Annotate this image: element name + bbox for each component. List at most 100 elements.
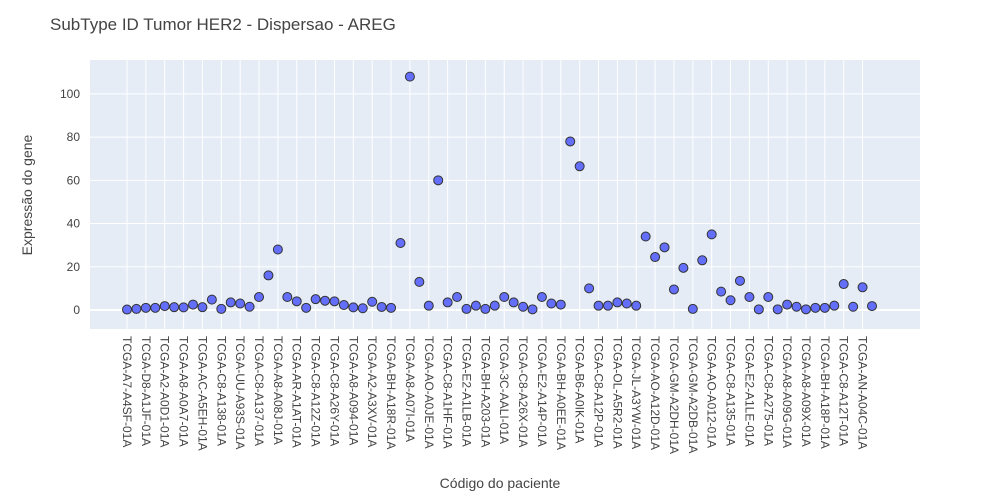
point bbox=[470, 300, 481, 311]
x-tick-label: TCGA-UU-A93S-01A bbox=[233, 336, 247, 449]
x-tick-label: TCGA-D8-A1JF-01A bbox=[139, 336, 153, 446]
point bbox=[668, 284, 679, 295]
y-tick-label: 100 bbox=[60, 87, 80, 101]
x-tick-label: TCGA-E2-A14P-01A bbox=[535, 336, 549, 447]
point bbox=[254, 292, 265, 303]
point bbox=[395, 238, 406, 249]
x-tick-label: TCGA-C8-A12T-01A bbox=[837, 336, 851, 446]
point bbox=[480, 303, 491, 314]
x-tick-label: TCGA-BH-A18R-01A bbox=[384, 336, 398, 449]
point bbox=[518, 301, 529, 312]
x-tick-label: TCGA-AC-A5EH-01A bbox=[195, 336, 209, 451]
x-tick-label: TCGA-C8-A12P-01A bbox=[592, 336, 606, 447]
x-tick-label: TCGA-AR-A1AT-01A bbox=[290, 336, 304, 448]
point bbox=[584, 283, 595, 294]
point bbox=[282, 292, 293, 303]
point bbox=[386, 302, 397, 313]
x-tick-label: TCGA-AO-A012-01A bbox=[705, 336, 719, 448]
point bbox=[734, 275, 745, 286]
point bbox=[678, 262, 689, 273]
point bbox=[310, 294, 321, 305]
point bbox=[499, 292, 510, 303]
point bbox=[508, 297, 519, 308]
point bbox=[225, 297, 236, 308]
point bbox=[631, 300, 642, 311]
point bbox=[150, 302, 161, 313]
point bbox=[338, 300, 349, 311]
x-tick-label: TCGA-GM-A2DB-01A bbox=[686, 336, 700, 453]
x-tick-label: TCGA-BH-A0EE-01A bbox=[554, 336, 568, 450]
x-tick-label: TCGA-BH-A18P-01A bbox=[818, 336, 832, 449]
point bbox=[376, 301, 387, 312]
point bbox=[819, 302, 830, 313]
point bbox=[433, 175, 444, 186]
point bbox=[301, 302, 312, 313]
point bbox=[706, 229, 717, 240]
point bbox=[593, 300, 604, 311]
x-tick-label: TCGA-A8-A0A7-01A bbox=[177, 336, 191, 447]
point bbox=[753, 304, 764, 315]
point bbox=[612, 297, 623, 308]
point bbox=[320, 295, 331, 306]
x-tick-label: TCGA-BH-A203-01A bbox=[478, 336, 492, 447]
x-tick-label: TCGA-A8-A094-01A bbox=[346, 336, 360, 445]
point bbox=[461, 303, 472, 314]
point bbox=[169, 302, 180, 313]
point bbox=[329, 296, 340, 307]
x-tick-label: TCGA-C8-A138-01A bbox=[214, 336, 228, 446]
chart-title: SubType ID Tumor HER2 - Dispersao - AREG bbox=[50, 15, 396, 34]
point bbox=[235, 298, 246, 309]
x-tick-label: TCGA-A7-A4SF-01A bbox=[120, 336, 134, 447]
point bbox=[489, 300, 500, 311]
point bbox=[810, 302, 821, 313]
point bbox=[178, 302, 189, 313]
x-tick-label: TCGA-C8-A137-01A bbox=[252, 336, 266, 446]
point bbox=[216, 303, 227, 314]
point bbox=[206, 294, 217, 305]
y-tick-label: 20 bbox=[67, 260, 81, 274]
point bbox=[131, 303, 142, 314]
point bbox=[414, 276, 425, 287]
point bbox=[791, 301, 802, 312]
x-tick-label: TCGA-GM-A2DH-01A bbox=[667, 336, 681, 454]
x-tick-label: TCGA-C8-A275-01A bbox=[761, 336, 775, 446]
x-tick-label: TCGA-C8-A26Y-01A bbox=[327, 336, 341, 446]
point bbox=[838, 279, 849, 290]
x-tick-label: TCGA-A8-A07I-01A bbox=[403, 336, 417, 442]
point bbox=[244, 301, 255, 312]
point bbox=[188, 299, 199, 310]
point bbox=[763, 292, 774, 303]
point bbox=[367, 296, 378, 307]
x-tick-label: TCGA-A2-A0D1-01A bbox=[158, 336, 172, 447]
point bbox=[602, 300, 613, 311]
point bbox=[272, 244, 283, 255]
x-tick-label: TCGA-AN-A04C-01A bbox=[856, 336, 870, 449]
point bbox=[348, 302, 359, 313]
point bbox=[800, 304, 811, 315]
point bbox=[357, 303, 368, 314]
point bbox=[848, 301, 859, 312]
x-tick-label: TCGA-E2-A1LB-01A bbox=[459, 336, 473, 447]
point bbox=[122, 304, 132, 315]
point bbox=[772, 304, 783, 315]
x-tick-label: TCGA-A8-A09G-01A bbox=[780, 336, 794, 448]
x-tick-label: TCGA-A8-A09X-01A bbox=[799, 336, 813, 447]
point bbox=[140, 302, 151, 313]
point bbox=[546, 298, 557, 309]
y-tick-label: 80 bbox=[67, 130, 81, 144]
x-tick-label: TCGA-JL-A3YW-01A bbox=[629, 336, 643, 449]
point bbox=[574, 161, 585, 172]
point bbox=[697, 255, 708, 266]
point bbox=[555, 299, 566, 310]
point bbox=[291, 296, 302, 307]
point bbox=[659, 242, 670, 253]
point bbox=[527, 304, 538, 315]
point bbox=[423, 300, 434, 311]
point bbox=[857, 282, 868, 293]
point bbox=[159, 301, 170, 312]
x-tick-label: TCGA-A2-A3XV-01A bbox=[365, 336, 379, 447]
point bbox=[442, 297, 453, 308]
point bbox=[829, 300, 840, 311]
point bbox=[782, 299, 793, 310]
